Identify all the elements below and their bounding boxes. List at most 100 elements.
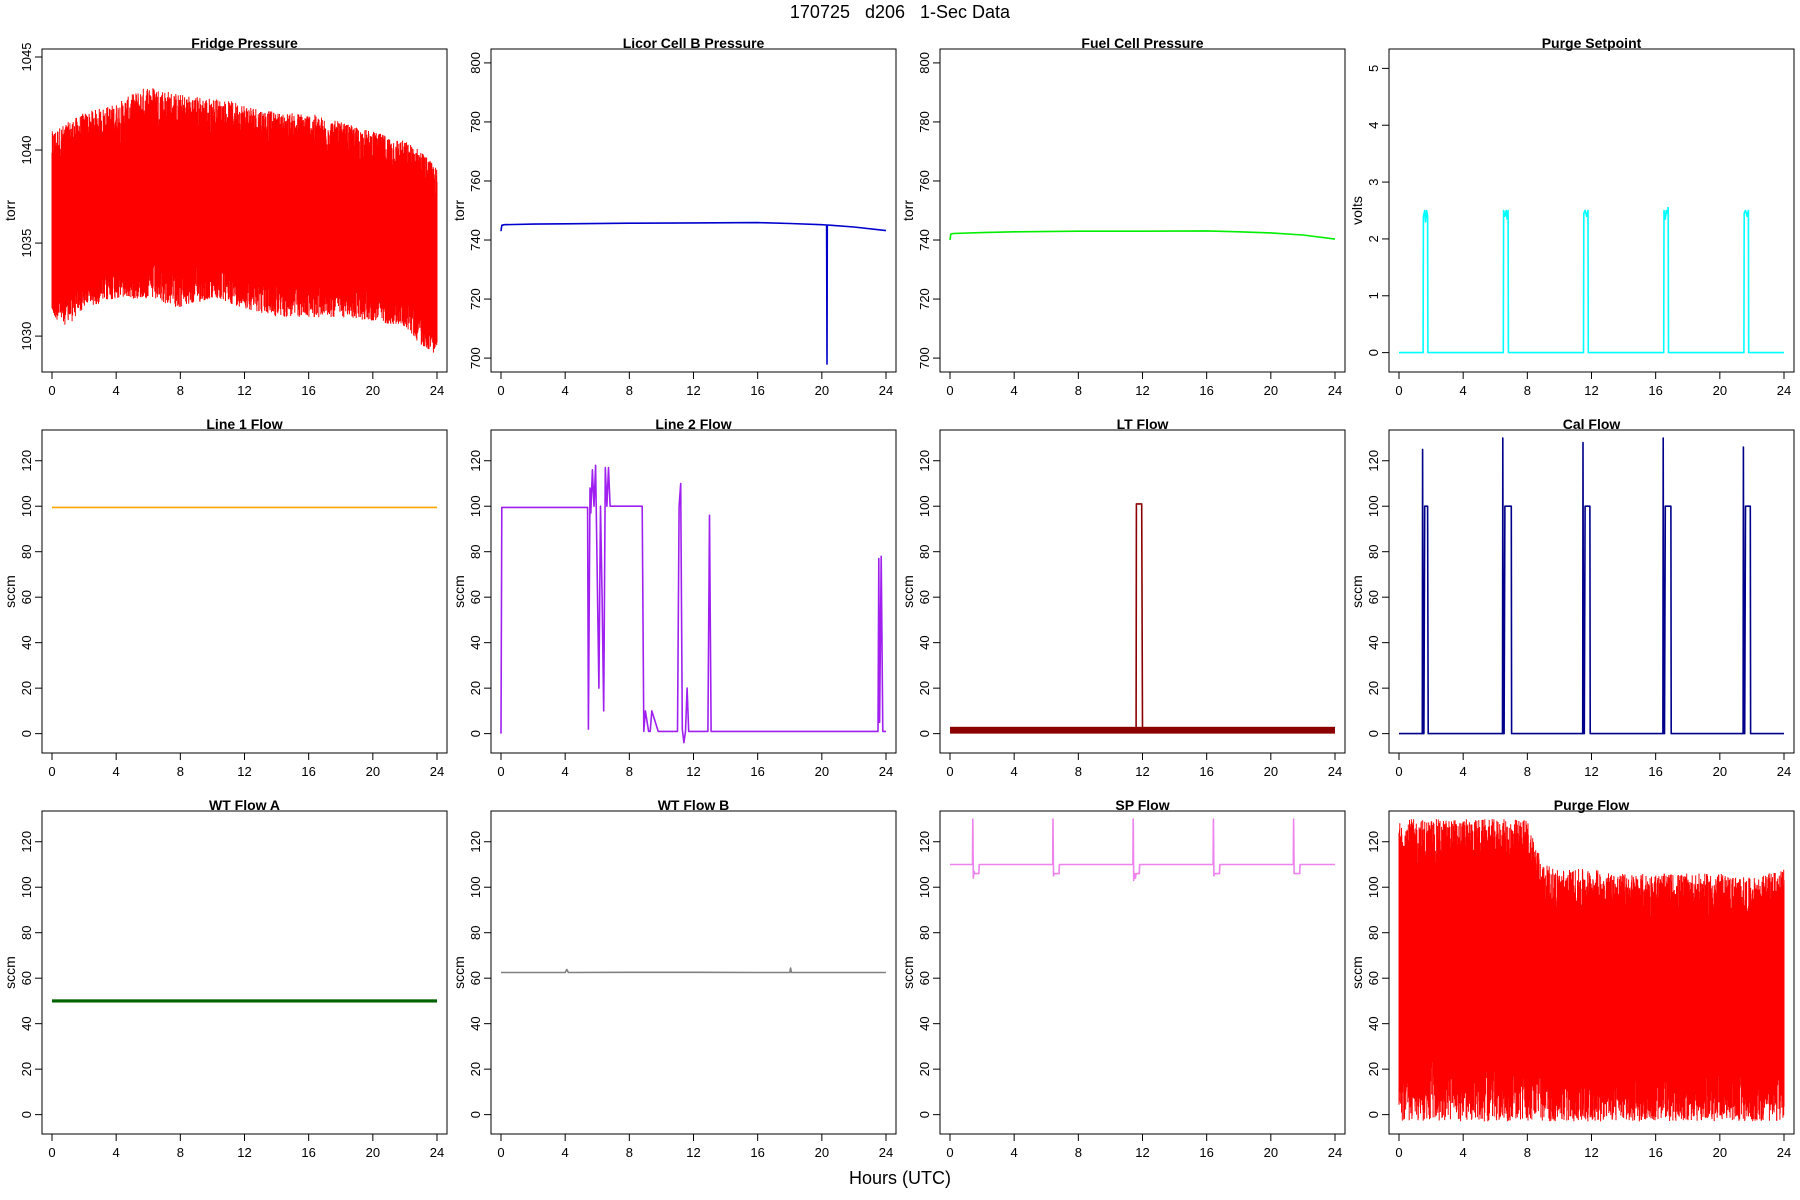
y-tick-label: 0: [1366, 730, 1381, 737]
x-tick-label: 16: [1199, 383, 1213, 398]
y-tick-label: 80: [19, 544, 34, 558]
y-tick-label: 0: [19, 1111, 34, 1118]
x-tick-label: 12: [1584, 383, 1598, 398]
x-tick-label: 4: [1460, 1145, 1467, 1160]
panel-title: Line 2 Flow: [655, 416, 731, 432]
x-tick-label: 16: [750, 764, 764, 779]
series-line: [950, 503, 1335, 731]
plot-area: [1398, 819, 1785, 1122]
y-tick-label: 700: [468, 347, 483, 369]
y-axis-label: sccm: [2, 956, 18, 989]
panel-11: SP Flow 0 4 8 12 16 20 24 0 20 40 60 80 100 120 sccm: [900, 797, 1346, 1160]
panel-title: Fuel Cell Pressure: [1081, 35, 1203, 51]
y-tick-label: 740: [917, 229, 932, 251]
y-tick-label: 100: [19, 495, 34, 517]
y-tick-label: 60: [917, 590, 932, 604]
panel-title: Fridge Pressure: [191, 35, 298, 51]
panel-title: Purge Flow: [1554, 797, 1630, 813]
plot-area: [950, 818, 1335, 882]
figure-title: 170725 d206 1-Sec Data: [789, 2, 1011, 22]
y-tick-label: 0: [19, 730, 34, 737]
y-tick-label: 120: [19, 831, 34, 853]
y-tick-label: 20: [917, 681, 932, 695]
y-tick-label: 60: [468, 971, 483, 985]
x-tick-label: 0: [497, 1145, 504, 1160]
x-tick-label: 4: [1011, 764, 1018, 779]
y-tick-label: 0: [468, 1111, 483, 1118]
y-tick-label: 20: [19, 1062, 34, 1076]
y-tick-label: 120: [917, 450, 932, 472]
y-axis-label: torr: [2, 200, 18, 221]
series-line: [500, 221, 887, 365]
y-tick-label: 40: [1366, 635, 1381, 649]
x-tick-label: 8: [1075, 764, 1082, 779]
x-tick-label: 12: [1135, 383, 1149, 398]
y-tick-label: 4: [1366, 122, 1381, 129]
panel-7: LT Flow 0 4 8 12 16 20 24 0 20 40 60 80 100 120 sccm: [900, 416, 1346, 779]
panel-8: Cal Flow 0 4 8 12 16 20 24 0 20 40 60 80 100 120 sccm: [1349, 416, 1795, 779]
x-tick-label: 24: [430, 764, 444, 779]
y-tick-label: 20: [1366, 1062, 1381, 1076]
plot-area: [500, 464, 886, 744]
panel-title: Cal Flow: [1563, 416, 1621, 432]
series-line: [1399, 206, 1784, 354]
x-tick-label: 20: [1264, 1145, 1278, 1160]
panel-title: LT Flow: [1117, 416, 1169, 432]
y-tick-label: 100: [468, 876, 483, 898]
x-tick-label: 8: [626, 764, 633, 779]
y-tick-label: 60: [1366, 590, 1381, 604]
x-tick-label: 20: [1713, 383, 1727, 398]
x-tick-label: 16: [750, 1145, 764, 1160]
y-axis: 1030 1035 1040 1045: [19, 43, 43, 351]
y-tick-label: 20: [1366, 681, 1381, 695]
x-tick-label: 20: [366, 764, 380, 779]
y-tick-label: 760: [917, 170, 932, 192]
x-axis-label: Hours (UTC): [849, 1168, 951, 1188]
y-tick-label: 40: [19, 635, 34, 649]
x-tick-label: 0: [48, 764, 55, 779]
plot-frame: [41, 810, 448, 1135]
y-tick-label: 0: [468, 730, 483, 737]
x-tick-label: 16: [301, 383, 315, 398]
y-tick-label: 720: [917, 288, 932, 310]
panel-title: SP Flow: [1115, 797, 1169, 813]
y-tick-label: 40: [468, 1016, 483, 1030]
plot-area: [1399, 437, 1784, 735]
plot-area: [52, 999, 437, 1003]
x-tick-label: 8: [177, 1145, 184, 1160]
plot-area: [950, 503, 1335, 734]
y-tick-label: 100: [1366, 876, 1381, 898]
series-line: [1399, 437, 1784, 735]
y-tick-label: 40: [468, 635, 483, 649]
y-tick-label: 720: [468, 288, 483, 310]
y-axis-label: sccm: [900, 575, 916, 608]
y-axis: 0 20 40 60 80 100 120: [917, 450, 941, 737]
series-line: [950, 818, 1335, 882]
y-axis: 700 720 740 760 780 800: [917, 52, 941, 369]
y-tick-label: 80: [19, 925, 34, 939]
x-axis: 0 4 8 12 16 20 24: [48, 371, 444, 398]
plot-area: [51, 88, 438, 353]
x-tick-label: 12: [1584, 764, 1598, 779]
x-tick-label: 24: [879, 1145, 893, 1160]
y-tick-label: 100: [468, 495, 483, 517]
y-tick-label: 80: [1366, 925, 1381, 939]
y-tick-label: 5: [1366, 65, 1381, 72]
x-axis: 0 4 8 12 16 20 24: [946, 371, 1342, 398]
y-axis: 0 20 40 60 80 100 120: [19, 450, 43, 737]
y-tick-label: 3: [1366, 178, 1381, 185]
series-noise: [51, 88, 438, 353]
plot-frame: [1388, 48, 1795, 373]
x-tick-label: 20: [815, 1145, 829, 1160]
y-axis: 0 1 2 3 4 5: [1366, 65, 1390, 356]
series-line: [501, 967, 886, 974]
x-tick-label: 4: [113, 764, 120, 779]
panel-12: Purge Flow 0 4 8 12 16 20 24 0 20 40 60 80 100 120 sccm: [1349, 797, 1795, 1160]
series-line: [51, 201, 438, 253]
x-axis: 0 4 8 12 16 20 24: [1395, 752, 1791, 779]
x-tick-label: 20: [1713, 764, 1727, 779]
plot-area: [501, 967, 886, 974]
y-axis-label: torr: [451, 200, 467, 221]
x-tick-label: 8: [1524, 764, 1531, 779]
